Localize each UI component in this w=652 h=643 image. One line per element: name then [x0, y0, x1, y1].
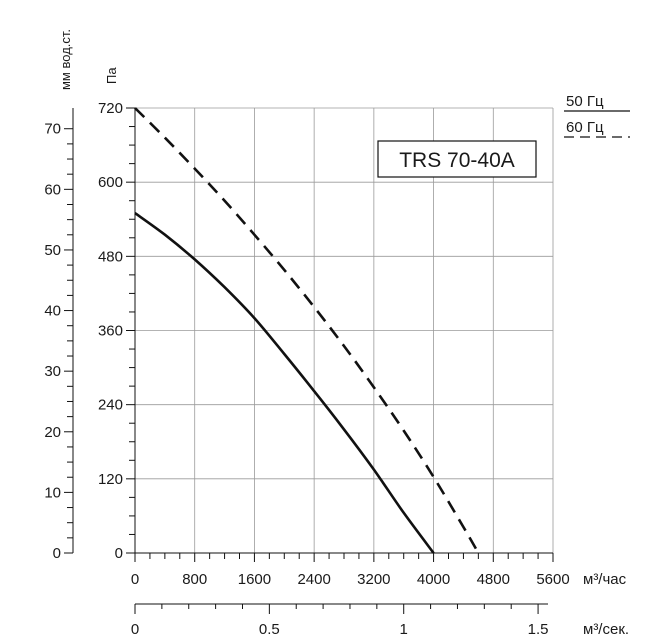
mm-tick-label: 10 [44, 484, 61, 501]
x-tick-label: 800 [182, 571, 207, 588]
pa-tick-label: 720 [98, 100, 123, 117]
legend-label-60hz: 60 Гц [566, 119, 604, 136]
x-tick-label: 4800 [477, 571, 510, 588]
secondary-x-tick-label: 0.5 [259, 621, 280, 638]
x-tick-label: 4000 [417, 571, 450, 588]
tick-labels: 0 800 1600 2400 3200 4000 4800 5600012024036048… [44, 100, 569, 638]
secondary-x-tick-label: 1 [400, 621, 408, 638]
pa-tick-label: 120 [98, 471, 123, 488]
pa-tick-label: 360 [98, 323, 123, 340]
series-line-50hz [134, 212, 435, 554]
x-tick-label: 0 [131, 571, 139, 588]
mm-tick-label: 0 [53, 545, 61, 562]
series-lines [134, 107, 480, 554]
mm-tick-label: 20 [44, 424, 61, 441]
secondary-x-tick-label: 1.5 [528, 621, 549, 638]
pa-tick-label: 480 [98, 248, 123, 265]
chart-title: TRS 70-40A [399, 149, 515, 172]
chart-title-box [377, 140, 537, 178]
grid-lines [135, 107, 554, 553]
secondary-x-tick-label: 0 [131, 621, 139, 638]
x-tick-label: 3200 [357, 571, 390, 588]
tick-marks [64, 107, 554, 614]
mm-tick-label: 50 [44, 242, 61, 259]
pa-tick-label: 240 [98, 397, 123, 414]
pa-tick-label: 600 [98, 174, 123, 191]
x-tick-label: 5600 [536, 571, 569, 588]
x-axis-label-secondary: м³/сек. [583, 621, 629, 638]
mm-tick-label: 60 [44, 181, 61, 198]
series-line-60hz [134, 107, 480, 554]
y-axis-label-pa: Па [104, 67, 119, 84]
mm-tick-label: 30 [44, 363, 61, 380]
mm-tick-label: 40 [44, 303, 61, 320]
x-tick-label: 2400 [297, 571, 330, 588]
mm-tick-label: 70 [44, 121, 61, 138]
legend: 50 Гц 60 Гц [564, 93, 630, 138]
y-axis-label-mm: мм вод.ст. [58, 29, 73, 90]
x-axis-label-primary: м³/час [583, 571, 627, 588]
legend-label-50hz: 50 Гц [566, 93, 604, 110]
x-tick-label: 1600 [238, 571, 271, 588]
pa-tick-label: 0 [115, 545, 123, 562]
